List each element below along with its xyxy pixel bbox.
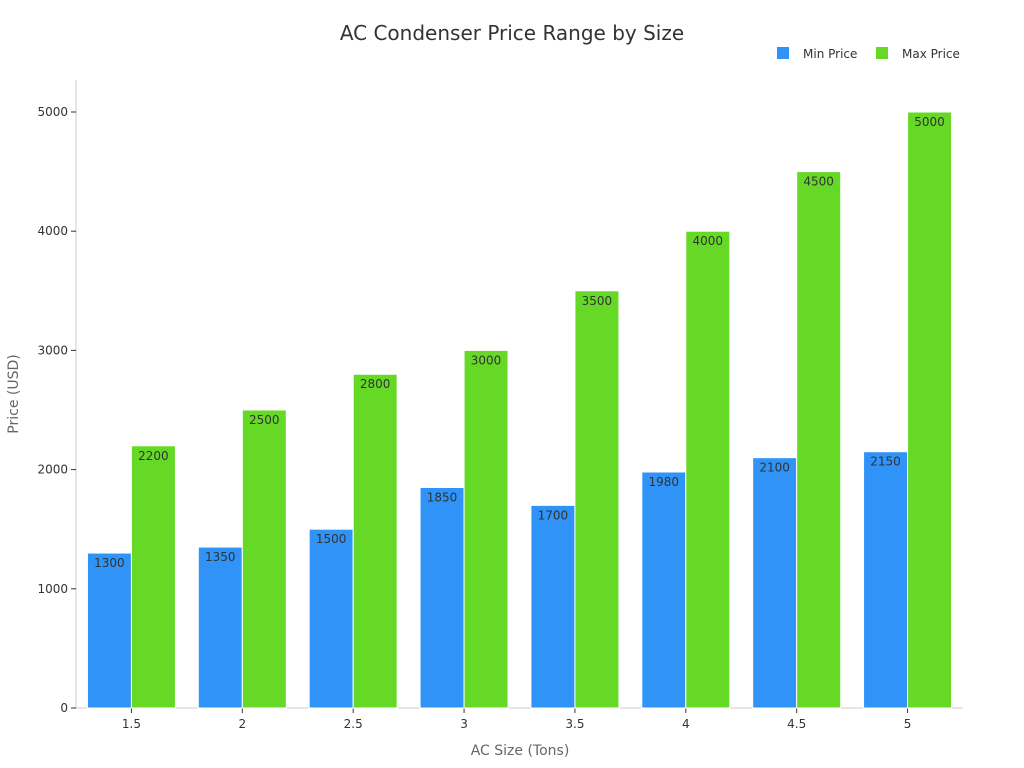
y-tick-label: 1000 xyxy=(37,582,68,596)
data-label-max-price: 4000 xyxy=(693,234,724,248)
y-axis-ticks: 0 1000 2000 3000 4000 5000 xyxy=(37,105,76,715)
x-axis-title: AC Size (Tons) xyxy=(471,743,570,759)
x-tick-label: 2 xyxy=(238,717,246,731)
legend-label-max: Max Price xyxy=(902,47,960,61)
bar-min-price xyxy=(419,486,465,709)
bar-min-price xyxy=(752,457,798,709)
y-tick-label: 3000 xyxy=(37,343,68,357)
data-label-max-price: 2800 xyxy=(360,377,391,391)
x-axis-ticks: 1.5 2 2.5 3 3.5 4 4.5 5 xyxy=(122,708,911,731)
bar-max-price xyxy=(907,111,953,709)
data-label-min-price: 1350 xyxy=(205,550,236,564)
y-tick-label: 4000 xyxy=(37,224,68,238)
data-label-min-price: 1300 xyxy=(94,556,125,570)
x-tick-label: 4 xyxy=(682,717,690,731)
data-label-max-price: 2500 xyxy=(249,413,280,427)
bar-max-price xyxy=(463,349,509,709)
legend-swatch-max xyxy=(876,47,888,59)
bar-min-price xyxy=(530,504,576,709)
x-tick-label: 1.5 xyxy=(122,717,141,731)
bar-max-price xyxy=(685,230,731,709)
y-tick-label: 0 xyxy=(60,701,68,715)
legend-label-min: Min Price xyxy=(803,47,857,61)
bar-min-price xyxy=(308,528,354,709)
data-label-max-price: 4500 xyxy=(803,175,834,189)
bar-min-price xyxy=(641,471,687,709)
data-label-max-price: 5000 xyxy=(914,115,945,129)
x-tick-label: 2.5 xyxy=(344,717,363,731)
bar-max-price xyxy=(574,290,620,709)
x-tick-label: 3 xyxy=(460,717,468,731)
data-label-min-price: 1500 xyxy=(316,532,347,546)
data-labels: 1300 2200 1350 2500 1500 2800 1850 3000 1700 3500… xyxy=(94,115,945,570)
chart-title: AC Condenser Price Range by Size xyxy=(340,21,684,45)
x-tick-label: 4.5 xyxy=(787,717,806,731)
bars xyxy=(86,111,953,709)
legend-swatch-min xyxy=(777,47,789,59)
y-tick-label: 2000 xyxy=(37,463,68,477)
bar-max-price xyxy=(352,373,398,709)
bar-min-price xyxy=(197,546,243,709)
data-label-min-price: 2100 xyxy=(759,461,790,475)
bar-min-price xyxy=(863,451,909,709)
data-label-min-price: 1700 xyxy=(538,508,569,522)
bar-max-price xyxy=(796,171,842,709)
data-label-min-price: 2150 xyxy=(870,455,901,469)
y-tick-label: 5000 xyxy=(37,105,68,119)
data-label-min-price: 1980 xyxy=(649,475,680,489)
bar-max-price xyxy=(241,409,287,709)
bar-min-price xyxy=(86,552,132,709)
x-tick-label: 5 xyxy=(904,717,912,731)
data-label-max-price: 2200 xyxy=(138,449,169,463)
y-axis-title: Price (USD) xyxy=(6,354,22,433)
data-label-max-price: 3500 xyxy=(582,294,613,308)
data-label-min-price: 1850 xyxy=(427,490,458,504)
legend: Min Price Max Price xyxy=(777,47,960,61)
data-label-max-price: 3000 xyxy=(471,353,502,367)
bar-max-price xyxy=(130,445,176,709)
x-tick-label: 3.5 xyxy=(565,717,584,731)
